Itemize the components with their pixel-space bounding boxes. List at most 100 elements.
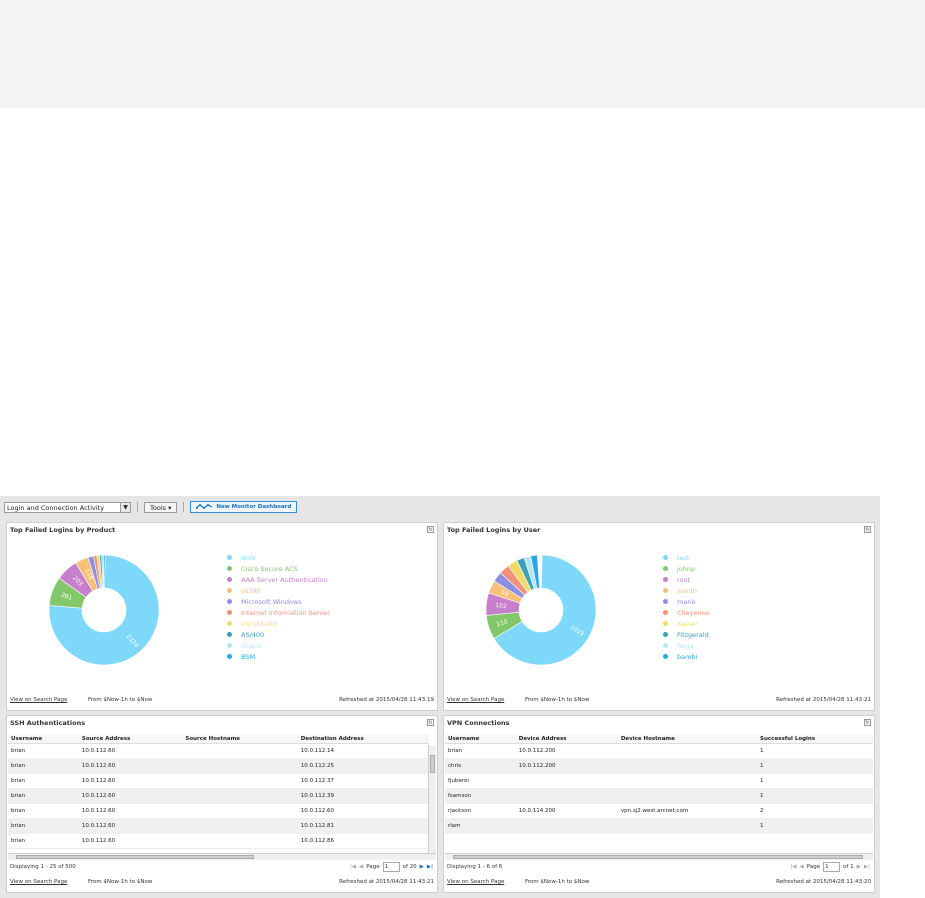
legend-item[interactable]: os390 xyxy=(227,585,330,596)
table-cell: 10.0.112.39 xyxy=(297,788,429,804)
table-row[interactable]: brian 10.0.112.60 10.0.112.86 xyxy=(8,833,429,849)
legend-item[interactable]: Rega xyxy=(663,640,710,651)
new-monitor-dashboard-button[interactable]: New Monitor Dashboard xyxy=(190,501,298,513)
table-cell: brian xyxy=(8,773,79,789)
view-on-search-page-link[interactable]: View on Search Page xyxy=(447,879,505,885)
first-page-icon[interactable]: |◀ xyxy=(790,864,797,870)
scrollbar-thumb[interactable] xyxy=(430,755,435,773)
legend-swatch xyxy=(663,555,668,560)
pie-slice[interactable] xyxy=(103,554,106,589)
refreshed-at: Refreshed at 2015/04/28 11:43:20 xyxy=(776,879,871,885)
legend-swatch xyxy=(663,566,668,571)
table-row[interactable]: chris 10.0.112.200 1 xyxy=(445,758,873,774)
legend-label: jsmith xyxy=(677,586,697,595)
refresh-icon[interactable]: ↻ xyxy=(864,526,871,533)
legend-item[interactable]: root xyxy=(663,574,710,585)
table-row[interactable]: brian 10.0.112.60 10.0.112.14 xyxy=(8,743,429,759)
table-row[interactable]: brian 10.0.112.60 10.0.112.37 xyxy=(8,773,429,789)
first-page-icon[interactable]: |◀ xyxy=(349,864,357,870)
table-cell xyxy=(182,788,298,804)
table-row[interactable]: brian 10.0.112.60 10.0.112.25 xyxy=(8,758,429,774)
pie-slice[interactable] xyxy=(493,554,597,666)
pie-slice[interactable] xyxy=(530,554,540,589)
refresh-icon[interactable]: ↻ xyxy=(427,526,434,533)
last-page-icon[interactable]: ▶| xyxy=(863,864,870,870)
legend-item[interactable]: test xyxy=(663,552,710,563)
page-of: of 20 xyxy=(402,864,417,870)
prev-page-icon[interactable]: ◀ xyxy=(799,864,804,870)
new-monitor-dashboard-label: New Monitor Dashboard xyxy=(216,504,292,510)
page-input[interactable]: 1 xyxy=(823,862,841,872)
view-on-search-page-link[interactable]: View on Search Page xyxy=(10,879,68,885)
legend-label: Fitzgerald xyxy=(677,630,709,639)
prev-page-icon[interactable]: ◀ xyxy=(359,864,364,870)
legend-item[interactable]: AS/400 xyxy=(227,629,330,640)
table-row[interactable]: brian 10.0.112.200 1 xyxy=(445,743,873,759)
legend-item[interactable]: Xavier xyxy=(663,618,710,629)
last-page-icon[interactable]: ▶| xyxy=(426,864,433,870)
column-header[interactable]: Device Hostname xyxy=(617,734,758,744)
legend-label: Microsoft Windows xyxy=(241,597,302,606)
next-page-icon[interactable]: ▶ xyxy=(856,864,861,870)
column-header[interactable]: Device Address xyxy=(515,734,618,744)
table-cell: 10.0.112.60 xyxy=(78,758,183,774)
legend-label: Oracle xyxy=(241,641,263,650)
slice-label: 102 xyxy=(495,602,507,610)
legend-item[interactable]: IntruShield xyxy=(227,618,330,629)
legend-item[interactable]: Oracle xyxy=(227,640,330,651)
scrollbar-thumb[interactable] xyxy=(453,855,863,859)
table-row[interactable]: fsamson 1 xyxy=(445,788,873,804)
page-input[interactable]: 1 xyxy=(382,862,400,872)
legend-item[interactable]: johnp xyxy=(663,563,710,574)
table-cell: brian xyxy=(8,758,79,774)
next-page-icon[interactable]: ▶ xyxy=(419,864,424,870)
table-row[interactable]: rjackson 10.0.114.200 vpn.sj2.west.arcnet.… xyxy=(445,803,873,819)
table-row[interactable]: brian 10.0.112.60 10.0.112.60 xyxy=(8,803,429,819)
legend-item[interactable]: Microsoft Windows xyxy=(227,596,330,607)
line-chart-icon xyxy=(196,504,213,509)
tools-menu-button[interactable]: Tools ▾ xyxy=(144,501,178,513)
table-cell xyxy=(617,818,758,834)
column-header[interactable]: Destination Address xyxy=(297,734,429,744)
table-cell: 1 xyxy=(757,788,873,804)
table-row[interactable]: rlam 1 xyxy=(445,818,873,834)
time-range: From $Now-1h to $Now xyxy=(525,879,590,885)
column-header[interactable]: Username xyxy=(445,734,516,744)
legend-item[interactable]: Unix xyxy=(227,552,330,563)
legend-item[interactable]: BSM xyxy=(227,651,330,662)
vertical-scrollbar[interactable] xyxy=(428,745,436,853)
chevron-down-icon[interactable]: ▼ xyxy=(120,502,130,512)
column-header[interactable]: Source Hostname xyxy=(182,734,298,744)
horizontal-scrollbar[interactable] xyxy=(8,853,436,860)
view-on-search-page-link[interactable]: View on Search Page xyxy=(447,697,505,703)
table-row[interactable]: brian 10.0.112.60 10.0.112.81 xyxy=(8,818,429,834)
view-on-search-page-link[interactable]: View on Search Page xyxy=(10,697,68,703)
legend-item[interactable]: Cheyenne xyxy=(663,607,710,618)
legend-label: Unix xyxy=(241,553,256,562)
dashboard-select[interactable]: Login and Connection Activity ▼ xyxy=(4,501,131,513)
legend-item[interactable]: bambi xyxy=(663,651,710,662)
slice-label: 261 xyxy=(60,591,73,602)
pie-slice[interactable] xyxy=(48,554,160,666)
table-cell: 10.0.112.60 xyxy=(78,833,183,849)
toolbar-divider xyxy=(183,502,185,512)
legend-item[interactable]: mario xyxy=(663,596,710,607)
table-row[interactable]: fjuberoi 1 xyxy=(445,773,873,789)
refresh-icon[interactable]: ↻ xyxy=(864,719,871,726)
legend-item[interactable]: Cisco Secure ACS xyxy=(227,563,330,574)
horizontal-scrollbar[interactable] xyxy=(445,853,873,860)
refresh-icon[interactable]: ↻ xyxy=(427,719,434,726)
table-cell: 10.0.112.25 xyxy=(297,758,429,774)
legend-item[interactable]: Internet Information Server xyxy=(227,607,330,618)
legend-item[interactable]: jsmith xyxy=(663,585,710,596)
column-header[interactable]: Source Address xyxy=(78,734,183,744)
table-cell: 10.0.112.60 xyxy=(78,818,183,834)
legend-item[interactable]: AAA Server Authentication xyxy=(227,574,330,585)
scrollbar-thumb[interactable] xyxy=(16,855,254,859)
column-header[interactable]: Successful Logins xyxy=(757,734,873,744)
legend-item[interactable]: Fitzgerald xyxy=(663,629,710,640)
legend-swatch xyxy=(663,654,668,659)
column-header[interactable]: Username xyxy=(8,734,79,744)
table-row[interactable]: brian 10.0.112.60 10.0.112.39 xyxy=(8,788,429,804)
legend-label: Rega xyxy=(677,641,694,650)
